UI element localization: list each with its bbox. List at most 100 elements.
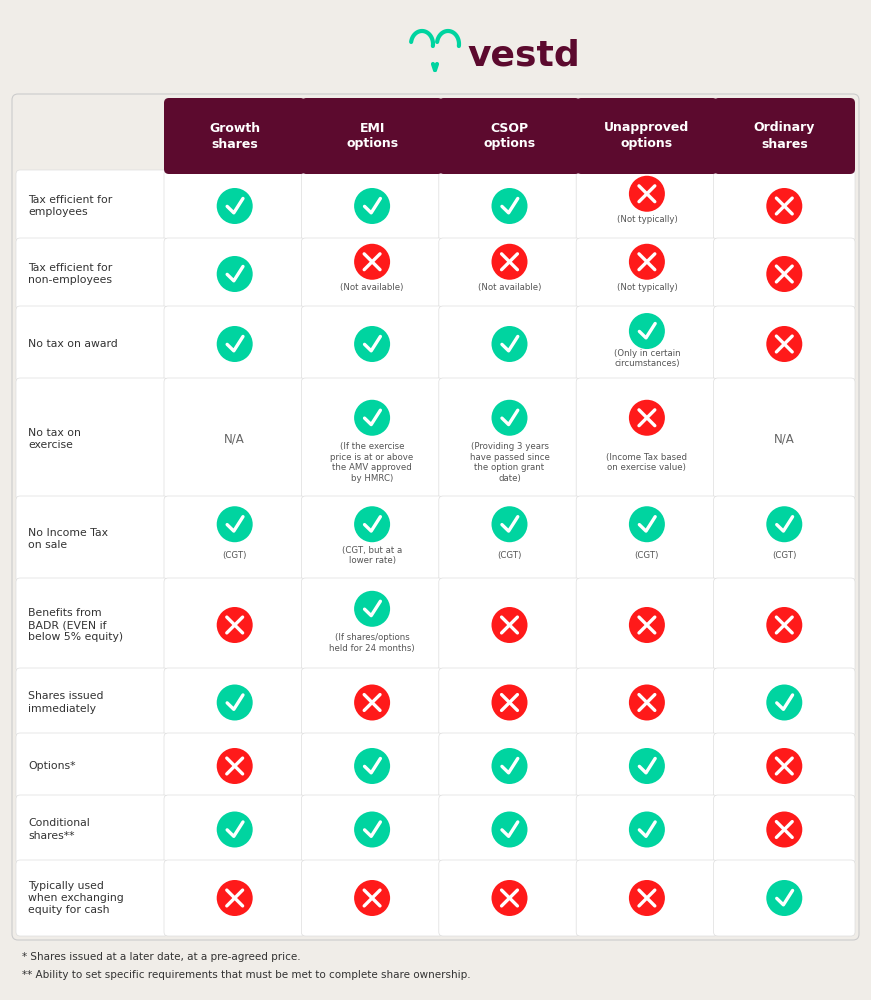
Circle shape — [491, 880, 528, 916]
FancyBboxPatch shape — [301, 860, 442, 936]
Circle shape — [354, 591, 390, 627]
FancyBboxPatch shape — [713, 496, 855, 582]
Circle shape — [766, 880, 802, 916]
Circle shape — [354, 880, 390, 916]
Circle shape — [766, 188, 802, 224]
Text: No tax on
exercise: No tax on exercise — [28, 428, 81, 450]
Circle shape — [491, 748, 528, 784]
Text: (CGT): (CGT) — [772, 551, 796, 560]
FancyBboxPatch shape — [301, 238, 442, 310]
FancyBboxPatch shape — [439, 238, 580, 310]
Text: (CGT): (CGT) — [635, 551, 659, 560]
FancyBboxPatch shape — [164, 795, 306, 864]
Circle shape — [491, 812, 528, 848]
Text: (CGT, but at a
lower rate): (CGT, but at a lower rate) — [342, 546, 402, 565]
Circle shape — [354, 506, 390, 542]
Text: (Not typically): (Not typically) — [617, 283, 678, 292]
FancyBboxPatch shape — [713, 378, 855, 500]
Text: vestd: vestd — [467, 39, 580, 73]
FancyBboxPatch shape — [439, 306, 580, 382]
FancyBboxPatch shape — [577, 170, 718, 242]
Circle shape — [491, 326, 528, 362]
FancyBboxPatch shape — [577, 668, 718, 737]
Circle shape — [217, 684, 253, 720]
Text: N/A: N/A — [225, 432, 245, 446]
FancyBboxPatch shape — [16, 578, 168, 672]
Circle shape — [354, 326, 390, 362]
Text: ** Ability to set specific requirements that must be met to complete share owner: ** Ability to set specific requirements … — [22, 970, 470, 980]
FancyBboxPatch shape — [164, 668, 306, 737]
Text: (Only in certain
circumstances): (Only in certain circumstances) — [613, 349, 680, 368]
Text: (Not available): (Not available) — [341, 283, 404, 292]
Circle shape — [217, 326, 253, 362]
Circle shape — [766, 684, 802, 720]
FancyBboxPatch shape — [16, 795, 168, 864]
Circle shape — [491, 400, 528, 436]
FancyBboxPatch shape — [16, 378, 168, 500]
FancyBboxPatch shape — [164, 378, 306, 500]
Circle shape — [354, 188, 390, 224]
FancyBboxPatch shape — [164, 238, 306, 310]
Circle shape — [491, 188, 528, 224]
Circle shape — [217, 812, 253, 848]
Circle shape — [217, 256, 253, 292]
Text: No Income Tax
on sale: No Income Tax on sale — [28, 528, 108, 550]
Text: (Income Tax based
on exercise value): (Income Tax based on exercise value) — [606, 453, 687, 472]
FancyBboxPatch shape — [164, 733, 306, 799]
FancyBboxPatch shape — [301, 578, 442, 672]
FancyBboxPatch shape — [577, 733, 718, 799]
FancyBboxPatch shape — [164, 306, 306, 382]
FancyBboxPatch shape — [16, 860, 168, 936]
FancyBboxPatch shape — [713, 578, 855, 672]
FancyBboxPatch shape — [439, 378, 580, 500]
Circle shape — [491, 244, 528, 280]
Text: Ordinary
shares: Ordinary shares — [753, 121, 815, 150]
Text: (Not available): (Not available) — [478, 283, 541, 292]
Circle shape — [629, 880, 665, 916]
FancyBboxPatch shape — [439, 668, 580, 737]
Circle shape — [217, 188, 253, 224]
Text: (Not typically): (Not typically) — [617, 215, 678, 224]
Text: (If shares/options
held for 24 months): (If shares/options held for 24 months) — [329, 633, 415, 653]
FancyBboxPatch shape — [301, 668, 442, 737]
Text: Growth
shares: Growth shares — [209, 121, 260, 150]
Text: (CGT): (CGT) — [497, 551, 522, 560]
FancyBboxPatch shape — [439, 733, 580, 799]
FancyBboxPatch shape — [301, 733, 442, 799]
FancyBboxPatch shape — [439, 170, 580, 242]
Text: EMI
options: EMI options — [346, 121, 398, 150]
FancyBboxPatch shape — [577, 860, 718, 936]
FancyBboxPatch shape — [439, 98, 580, 174]
Circle shape — [629, 506, 665, 542]
Text: Typically used
when exchanging
equity for cash: Typically used when exchanging equity fo… — [28, 881, 124, 915]
FancyBboxPatch shape — [16, 668, 168, 737]
Text: Conditional
shares**: Conditional shares** — [28, 818, 90, 841]
FancyBboxPatch shape — [164, 98, 306, 174]
Text: Benefits from
BADR (EVEN if
below 5% equity): Benefits from BADR (EVEN if below 5% equ… — [28, 608, 123, 642]
FancyBboxPatch shape — [577, 795, 718, 864]
FancyBboxPatch shape — [164, 170, 306, 242]
Text: N/A: N/A — [774, 432, 794, 446]
Circle shape — [491, 506, 528, 542]
Text: (CGT): (CGT) — [222, 551, 246, 560]
Circle shape — [629, 176, 665, 212]
Text: CSOP
options: CSOP options — [483, 121, 536, 150]
Text: Tax efficient for
employees: Tax efficient for employees — [28, 195, 112, 217]
FancyBboxPatch shape — [439, 860, 580, 936]
FancyBboxPatch shape — [16, 733, 168, 799]
Circle shape — [217, 506, 253, 542]
Circle shape — [766, 326, 802, 362]
Circle shape — [766, 256, 802, 292]
Circle shape — [629, 313, 665, 349]
FancyBboxPatch shape — [301, 170, 442, 242]
Circle shape — [354, 748, 390, 784]
Text: Shares issued
immediately: Shares issued immediately — [28, 691, 104, 714]
FancyBboxPatch shape — [301, 98, 442, 174]
FancyBboxPatch shape — [301, 496, 442, 582]
Circle shape — [766, 607, 802, 643]
FancyBboxPatch shape — [301, 306, 442, 382]
FancyBboxPatch shape — [713, 795, 855, 864]
Circle shape — [354, 244, 390, 280]
Circle shape — [629, 748, 665, 784]
FancyBboxPatch shape — [164, 496, 306, 582]
